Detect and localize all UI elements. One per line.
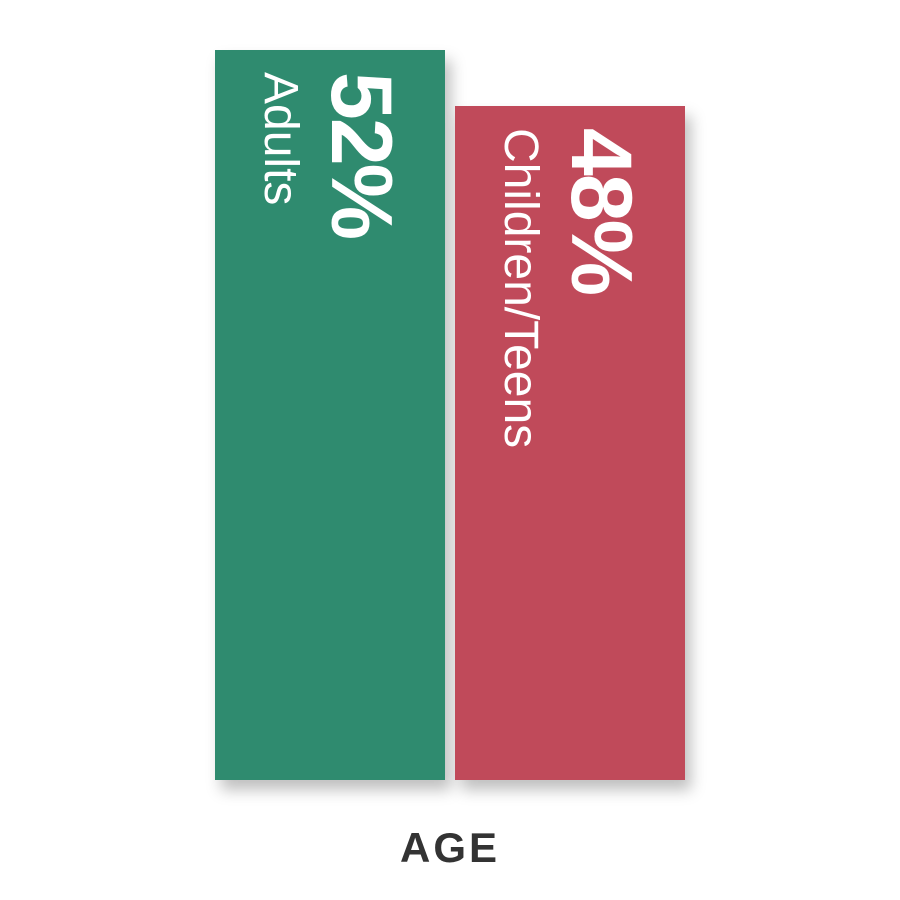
bar-label: Children/Teens	[496, 128, 544, 448]
bar-value: 52%	[318, 72, 404, 238]
axis-title: AGE	[0, 824, 900, 872]
bar-label: Adults	[256, 72, 304, 238]
bar-value: 48%	[558, 128, 644, 448]
bar-adults: Adults 52%	[215, 50, 445, 780]
bar-children-teens: Children/Teens 48%	[455, 106, 685, 780]
chart-stage: Adults 52% Children/Teens 48% AGE	[0, 0, 900, 900]
